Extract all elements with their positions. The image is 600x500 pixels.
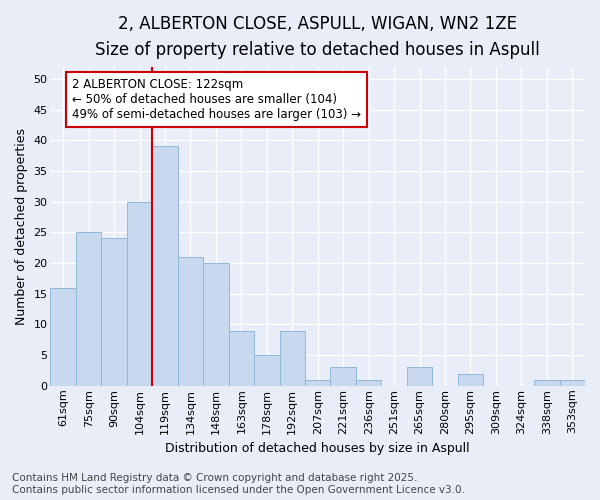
Bar bbox=[458, 374, 483, 386]
Bar bbox=[534, 380, 560, 386]
Bar bbox=[305, 380, 331, 386]
Bar bbox=[254, 355, 280, 386]
Bar bbox=[178, 257, 203, 386]
Title: 2, ALBERTON CLOSE, ASPULL, WIGAN, WN2 1ZE
Size of property relative to detached : 2, ALBERTON CLOSE, ASPULL, WIGAN, WN2 1Z… bbox=[95, 15, 540, 60]
Bar bbox=[127, 202, 152, 386]
Bar bbox=[50, 288, 76, 386]
Bar bbox=[560, 380, 585, 386]
Bar bbox=[356, 380, 382, 386]
Y-axis label: Number of detached properties: Number of detached properties bbox=[15, 128, 28, 324]
Bar bbox=[152, 146, 178, 386]
X-axis label: Distribution of detached houses by size in Aspull: Distribution of detached houses by size … bbox=[166, 442, 470, 455]
Bar bbox=[331, 368, 356, 386]
Bar bbox=[101, 238, 127, 386]
Bar bbox=[280, 330, 305, 386]
Bar bbox=[229, 330, 254, 386]
Text: Contains HM Land Registry data © Crown copyright and database right 2025.
Contai: Contains HM Land Registry data © Crown c… bbox=[12, 474, 465, 495]
Text: 2 ALBERTON CLOSE: 122sqm
← 50% of detached houses are smaller (104)
49% of semi-: 2 ALBERTON CLOSE: 122sqm ← 50% of detach… bbox=[72, 78, 361, 120]
Bar bbox=[203, 263, 229, 386]
Bar bbox=[407, 368, 432, 386]
Bar bbox=[76, 232, 101, 386]
